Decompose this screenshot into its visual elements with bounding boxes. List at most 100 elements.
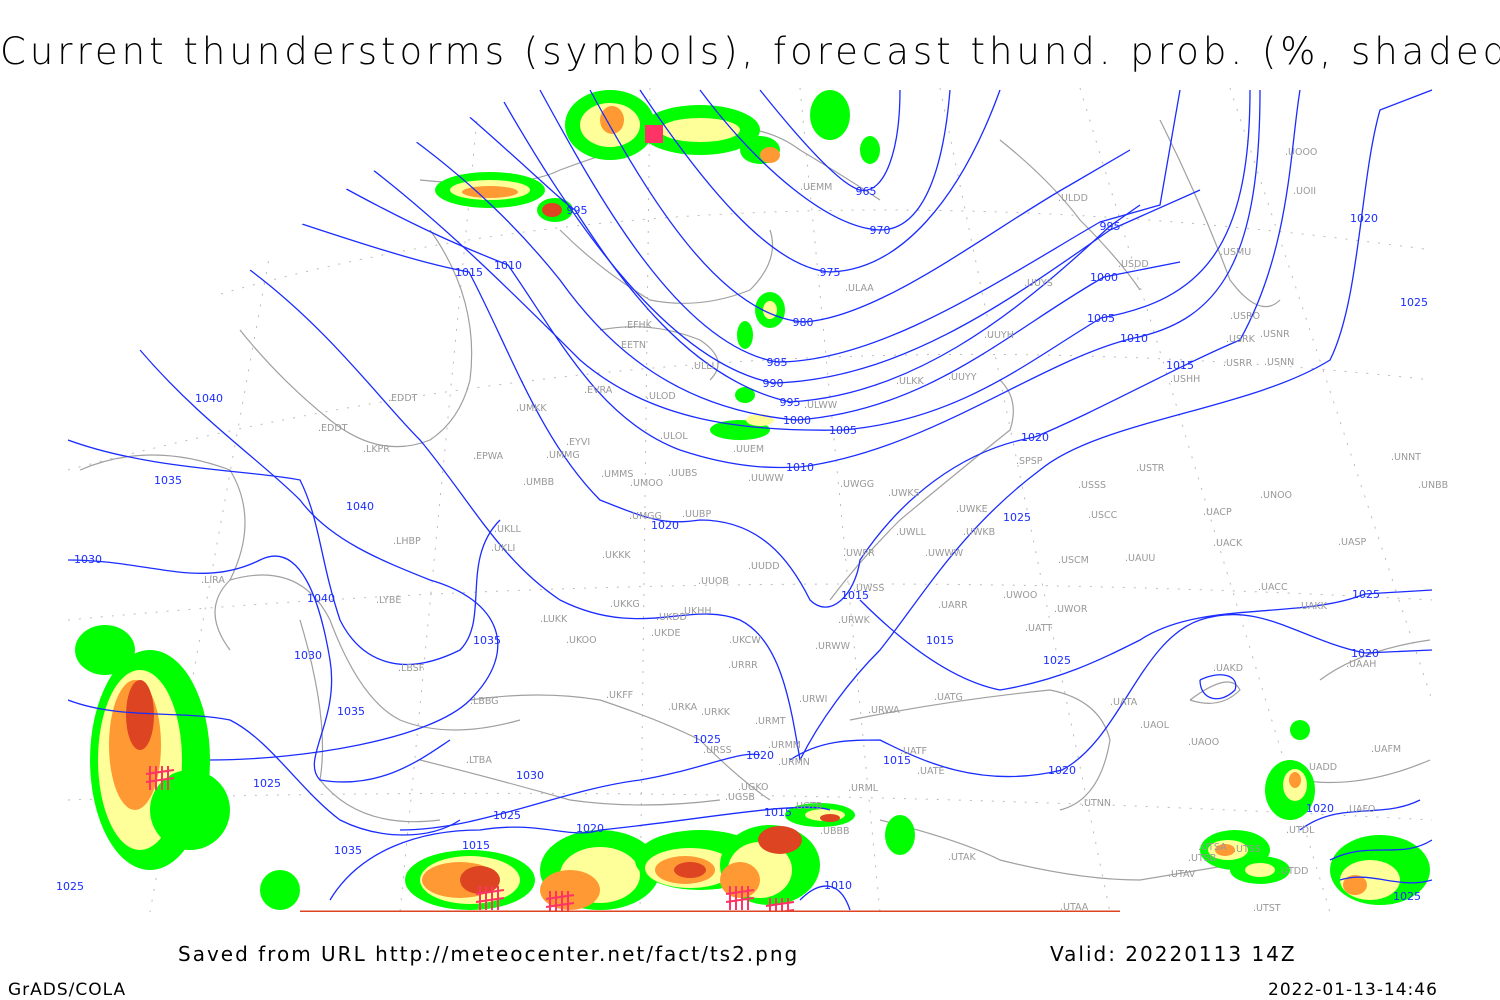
station-label: .UAAH: [1346, 659, 1376, 670]
coastline: [469, 694, 771, 801]
station-label: .UKCW: [729, 635, 761, 646]
coastline: [239, 229, 473, 448]
coastline: [999, 139, 1141, 291]
station-label: .URWA: [868, 705, 900, 716]
isobar-line: [68, 699, 461, 836]
coastline: [1159, 119, 1281, 308]
station-label: .UWPR: [843, 548, 875, 559]
isobar-label: 995: [1100, 220, 1121, 233]
station-label: .EYVI: [566, 437, 590, 448]
probability-area: [760, 147, 780, 163]
station-label: .UOOO: [1285, 147, 1317, 158]
probability-area: [674, 862, 706, 878]
station-label: .USCM: [1058, 555, 1089, 566]
station-label: .SPSP: [1016, 456, 1043, 467]
station-label: .URML: [848, 783, 879, 794]
station-label: .ULAA: [845, 283, 874, 294]
station-label: .UWKS: [888, 488, 920, 499]
isobar-label: 1000: [1090, 271, 1118, 284]
station-label: .UTAV: [1168, 869, 1196, 880]
isobar-line: [329, 806, 831, 901]
probability-area: [460, 866, 500, 894]
station-label: .UWOO: [1003, 590, 1037, 601]
station-label: .EFHK: [624, 320, 653, 331]
isobar-label: 990: [763, 377, 784, 390]
isobars: [68, 89, 1432, 911]
isobar-line: [759, 89, 901, 191]
station-label: .UMBB: [523, 477, 554, 488]
station-label: .UATE: [917, 766, 945, 777]
isobar-line: [139, 349, 499, 761]
station-label: .UOII: [1293, 186, 1316, 197]
coastline: [879, 819, 1261, 881]
station-label: .ULOD: [646, 391, 676, 402]
timestamp: 2022-01-13-14:46: [1268, 980, 1438, 1000]
isobar-label: 1020: [1350, 212, 1378, 225]
probability-area: [1343, 875, 1367, 895]
station-label: .UAFM: [1371, 744, 1401, 755]
station-label: .USRK: [1226, 334, 1256, 345]
station-label: .UAOO: [1188, 737, 1219, 748]
isobar-label: 1020: [746, 749, 774, 762]
meridian-line: [149, 88, 301, 912]
station-label: .URRR: [728, 660, 758, 671]
station-label: .LYBE: [376, 595, 401, 606]
isobar-label: 1025: [253, 777, 281, 790]
thunderstorm-symbol: [725, 886, 755, 910]
probability-area: [860, 136, 880, 164]
isobar-label: 1020: [1306, 802, 1334, 815]
isobar-line: [539, 89, 1181, 363]
station-label: .UTSS: [1233, 844, 1261, 855]
station-label: .UBBB: [820, 826, 850, 837]
station-label: .UAKK: [1298, 601, 1328, 612]
coastline: [229, 574, 521, 731]
station-label: .UMOO: [630, 478, 663, 489]
isobar-line: [399, 753, 761, 831]
isobar-label: 1035: [473, 634, 501, 647]
isobar-line: [359, 89, 1251, 431]
probability-area: [75, 625, 135, 675]
station-label: .EETN: [618, 340, 646, 351]
meridian-line: [1229, 88, 1432, 701]
isobar-label: 1020: [1021, 431, 1049, 444]
isobar-label: 1030: [516, 769, 544, 782]
station-label: .UKDE: [651, 628, 681, 639]
map-title: Current thunderstorms (symbols), forecas…: [0, 30, 1500, 73]
isobar-label: 1015: [764, 806, 792, 819]
station-label: .UTAK: [948, 852, 977, 863]
isobar-label: 980: [793, 316, 814, 329]
station-label: .ULWW: [804, 400, 838, 411]
probability-area: [1245, 863, 1275, 877]
isobar-label: 1010: [824, 879, 852, 892]
station-label: .URMM: [768, 740, 801, 751]
isobar-line: [249, 89, 1432, 763]
station-label: .UKFF: [606, 690, 633, 701]
isobar-label: 995: [567, 204, 588, 217]
isobar-line: [859, 589, 1432, 691]
probability-area: [150, 770, 230, 850]
station-label: .UWSS: [853, 583, 884, 594]
station-label: .USNN: [1264, 357, 1294, 368]
isobar-label: 1000: [783, 414, 811, 427]
station-label: .UACC: [1258, 582, 1288, 593]
station-label: .USSS: [1078, 480, 1106, 491]
probability-area: [462, 186, 518, 198]
isobar-line: [68, 555, 451, 783]
probability-area: [820, 814, 840, 822]
station-label: .ULDD: [1058, 193, 1088, 204]
station-label: .USCC: [1088, 510, 1118, 521]
station-label: .UUDD: [748, 561, 780, 572]
station-label: .ULOL: [660, 431, 688, 442]
isobar-line: [1199, 674, 1237, 700]
station-label: .EDDT: [318, 423, 348, 434]
station-label: .UASP: [1338, 537, 1367, 548]
station-label: .UAFO: [1346, 804, 1375, 815]
isobar-label: 1025: [1400, 296, 1428, 309]
station-label: .LTBA: [466, 755, 492, 766]
isobar-label: 1010: [1120, 332, 1148, 345]
station-label: .LBSF: [398, 663, 424, 674]
station-label: .LUKK: [540, 614, 568, 625]
isobar-label: 965: [856, 185, 877, 198]
probability-area: [542, 203, 562, 217]
station-label: .UMMS: [601, 469, 633, 480]
